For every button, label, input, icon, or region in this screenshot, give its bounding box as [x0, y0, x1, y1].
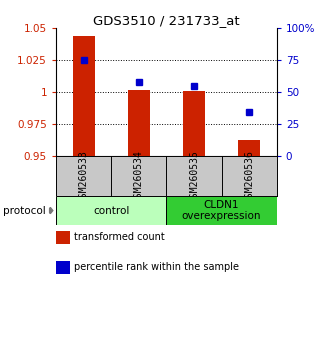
- Bar: [73, 36, 95, 156]
- Text: percentile rank within the sample: percentile rank within the sample: [74, 262, 239, 272]
- Bar: [166, 196, 277, 225]
- Text: transformed count: transformed count: [74, 232, 164, 242]
- Text: GSM260536: GSM260536: [244, 150, 254, 203]
- Text: GSM260534: GSM260534: [134, 150, 144, 203]
- Text: protocol: protocol: [3, 206, 46, 216]
- Title: GDS3510 / 231733_at: GDS3510 / 231733_at: [93, 14, 240, 27]
- Bar: [238, 140, 260, 156]
- Bar: [128, 90, 150, 156]
- Text: CLDN1
overexpression: CLDN1 overexpression: [182, 200, 261, 221]
- Text: GSM260535: GSM260535: [189, 150, 199, 203]
- Bar: [183, 91, 205, 156]
- Bar: [56, 196, 166, 225]
- Text: GSM260533: GSM260533: [79, 150, 89, 203]
- Text: control: control: [93, 206, 129, 216]
